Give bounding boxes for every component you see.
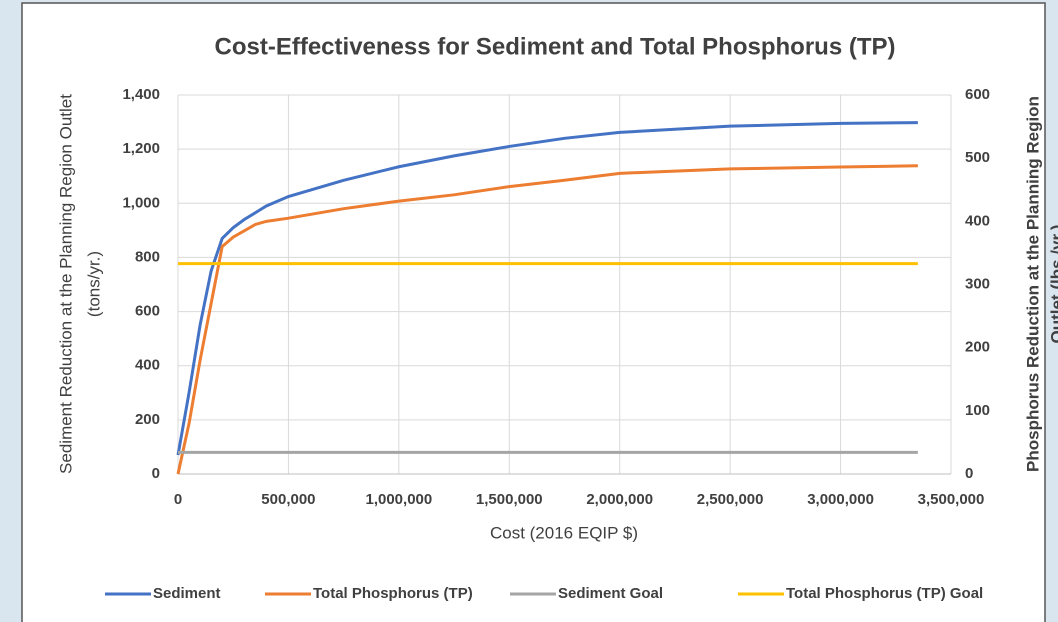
y-tick-label: 1,400 — [122, 86, 160, 103]
x-tick-label: 0 — [174, 491, 182, 508]
y-axis-title: (tons/yr.) — [84, 251, 103, 317]
y2-tick-label: 400 — [965, 212, 990, 229]
x-tick-label: 500,000 — [261, 491, 315, 508]
x-tick-label: 1,000,000 — [365, 491, 432, 508]
x-tick-label: 1,500,000 — [476, 491, 543, 508]
series-line — [176, 164, 918, 475]
y2-tick-label: 0 — [965, 465, 973, 482]
legend-label: Total Phosphorus (TP) Goal — [786, 585, 983, 602]
series-line — [176, 121, 918, 456]
x-tick-label: 2,000,000 — [586, 491, 653, 508]
y-tick-label: 1,000 — [122, 194, 160, 211]
y2-tick-label: 200 — [965, 339, 990, 356]
y-tick-label: 1,200 — [122, 140, 160, 157]
y2-axis-title: Phosphorus Reduction at the Planning Reg… — [1023, 96, 1042, 472]
y-tick-label: 200 — [135, 411, 160, 428]
chart-frame — [21, 2, 1046, 622]
y-axis-title: Sediment Reduction at the Planning Regio… — [56, 94, 75, 474]
chart-title: Cost-Effectiveness for Sediment and Tota… — [215, 33, 896, 60]
legend-label: Total Phosphorus (TP) — [313, 585, 473, 602]
y2-tick-label: 600 — [965, 86, 990, 103]
x-tick-label: 2,500,000 — [697, 491, 764, 508]
y-tick-label: 0 — [152, 465, 160, 482]
y-tick-label: 600 — [135, 303, 160, 320]
x-tick-label: 3,000,000 — [807, 491, 874, 508]
y2-axis-title: Outlet (lbs./yr.) — [1047, 224, 1058, 343]
y-tick-label: 400 — [135, 357, 160, 374]
y2-tick-label: 300 — [965, 275, 990, 292]
legend-label: Sediment Goal — [558, 585, 663, 602]
x-tick-label: 3,500,000 — [918, 491, 985, 508]
y2-tick-label: 100 — [965, 402, 990, 419]
x-axis-title: Cost (2016 EQIP $) — [490, 523, 638, 542]
y-tick-label: 800 — [135, 248, 160, 265]
legend-label: Sediment — [153, 585, 221, 602]
y2-tick-label: 500 — [965, 149, 990, 166]
